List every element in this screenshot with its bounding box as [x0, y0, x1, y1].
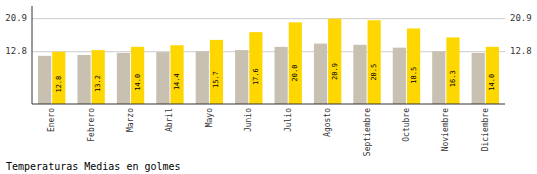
bar: [328, 19, 341, 104]
bar: [289, 22, 302, 104]
y2-tick-label: 20.9: [510, 13, 532, 23]
bar: [368, 20, 381, 104]
x-tick-label: Octubre: [402, 108, 411, 142]
bar: [77, 55, 90, 104]
bars: [38, 19, 499, 104]
x-tick-label: Febrero: [87, 108, 96, 142]
bar: [52, 52, 65, 104]
data-label: 13.2: [94, 75, 102, 92]
bar: [314, 44, 327, 104]
data-label: 20.0: [291, 65, 299, 82]
title: Temperaturas Medias en golmes: [6, 161, 181, 172]
bar: [156, 52, 169, 104]
bar: [92, 50, 105, 104]
x-tick-label: Junio: [244, 108, 253, 132]
y-tick-label: 20.9: [5, 13, 27, 23]
data-label: 14.4: [173, 73, 181, 90]
x-tick-label: Mayo: [205, 108, 214, 127]
x-tick-label: Abril: [165, 108, 174, 132]
bar: [131, 47, 144, 104]
bar: [472, 53, 485, 104]
bar: [235, 50, 248, 104]
bar: [432, 51, 445, 104]
data-label: 16.3: [449, 70, 457, 87]
x-tick-label: Enero: [47, 108, 56, 132]
x-tick-label: Septiembre: [363, 108, 372, 156]
x-tick-label: Julio: [284, 108, 293, 132]
data-label: 12.8: [55, 76, 63, 93]
x-tick-label: Noviembre: [441, 108, 450, 152]
bar: [117, 53, 130, 104]
data-label: 14.0: [488, 74, 496, 91]
x-tick-label: Diciembre: [481, 108, 490, 152]
bar: [446, 37, 459, 104]
bar: [38, 56, 51, 104]
data-label: 20.9: [331, 63, 339, 80]
data-label: 15.7: [212, 71, 220, 88]
chart: 12.8 12.8 20.9 20.9 12.8 13.2 14.0 14.4 15.7 17.6…: [0, 0, 537, 174]
bar: [353, 45, 366, 104]
data-label: 20.5: [370, 64, 378, 81]
data-label: 18.5: [410, 67, 418, 84]
data-label: 17.6: [252, 68, 260, 85]
bar: [407, 28, 420, 104]
bar: [486, 47, 499, 104]
bar: [170, 45, 183, 104]
x-tick-label: Agosto: [323, 108, 332, 137]
y-tick-label: 12.8: [5, 46, 27, 56]
data-label: 14.0: [134, 74, 142, 91]
bar: [196, 51, 209, 104]
x-axis-line: [32, 104, 505, 105]
x-tick-label: Marzo: [126, 108, 135, 132]
y-axis-line: [32, 6, 33, 104]
y2-tick-label: 12.8: [510, 46, 532, 56]
bar: [393, 48, 406, 104]
bar: [249, 32, 262, 104]
grid-line: [32, 18, 505, 19]
bar: [275, 47, 288, 104]
bar: [210, 40, 223, 104]
